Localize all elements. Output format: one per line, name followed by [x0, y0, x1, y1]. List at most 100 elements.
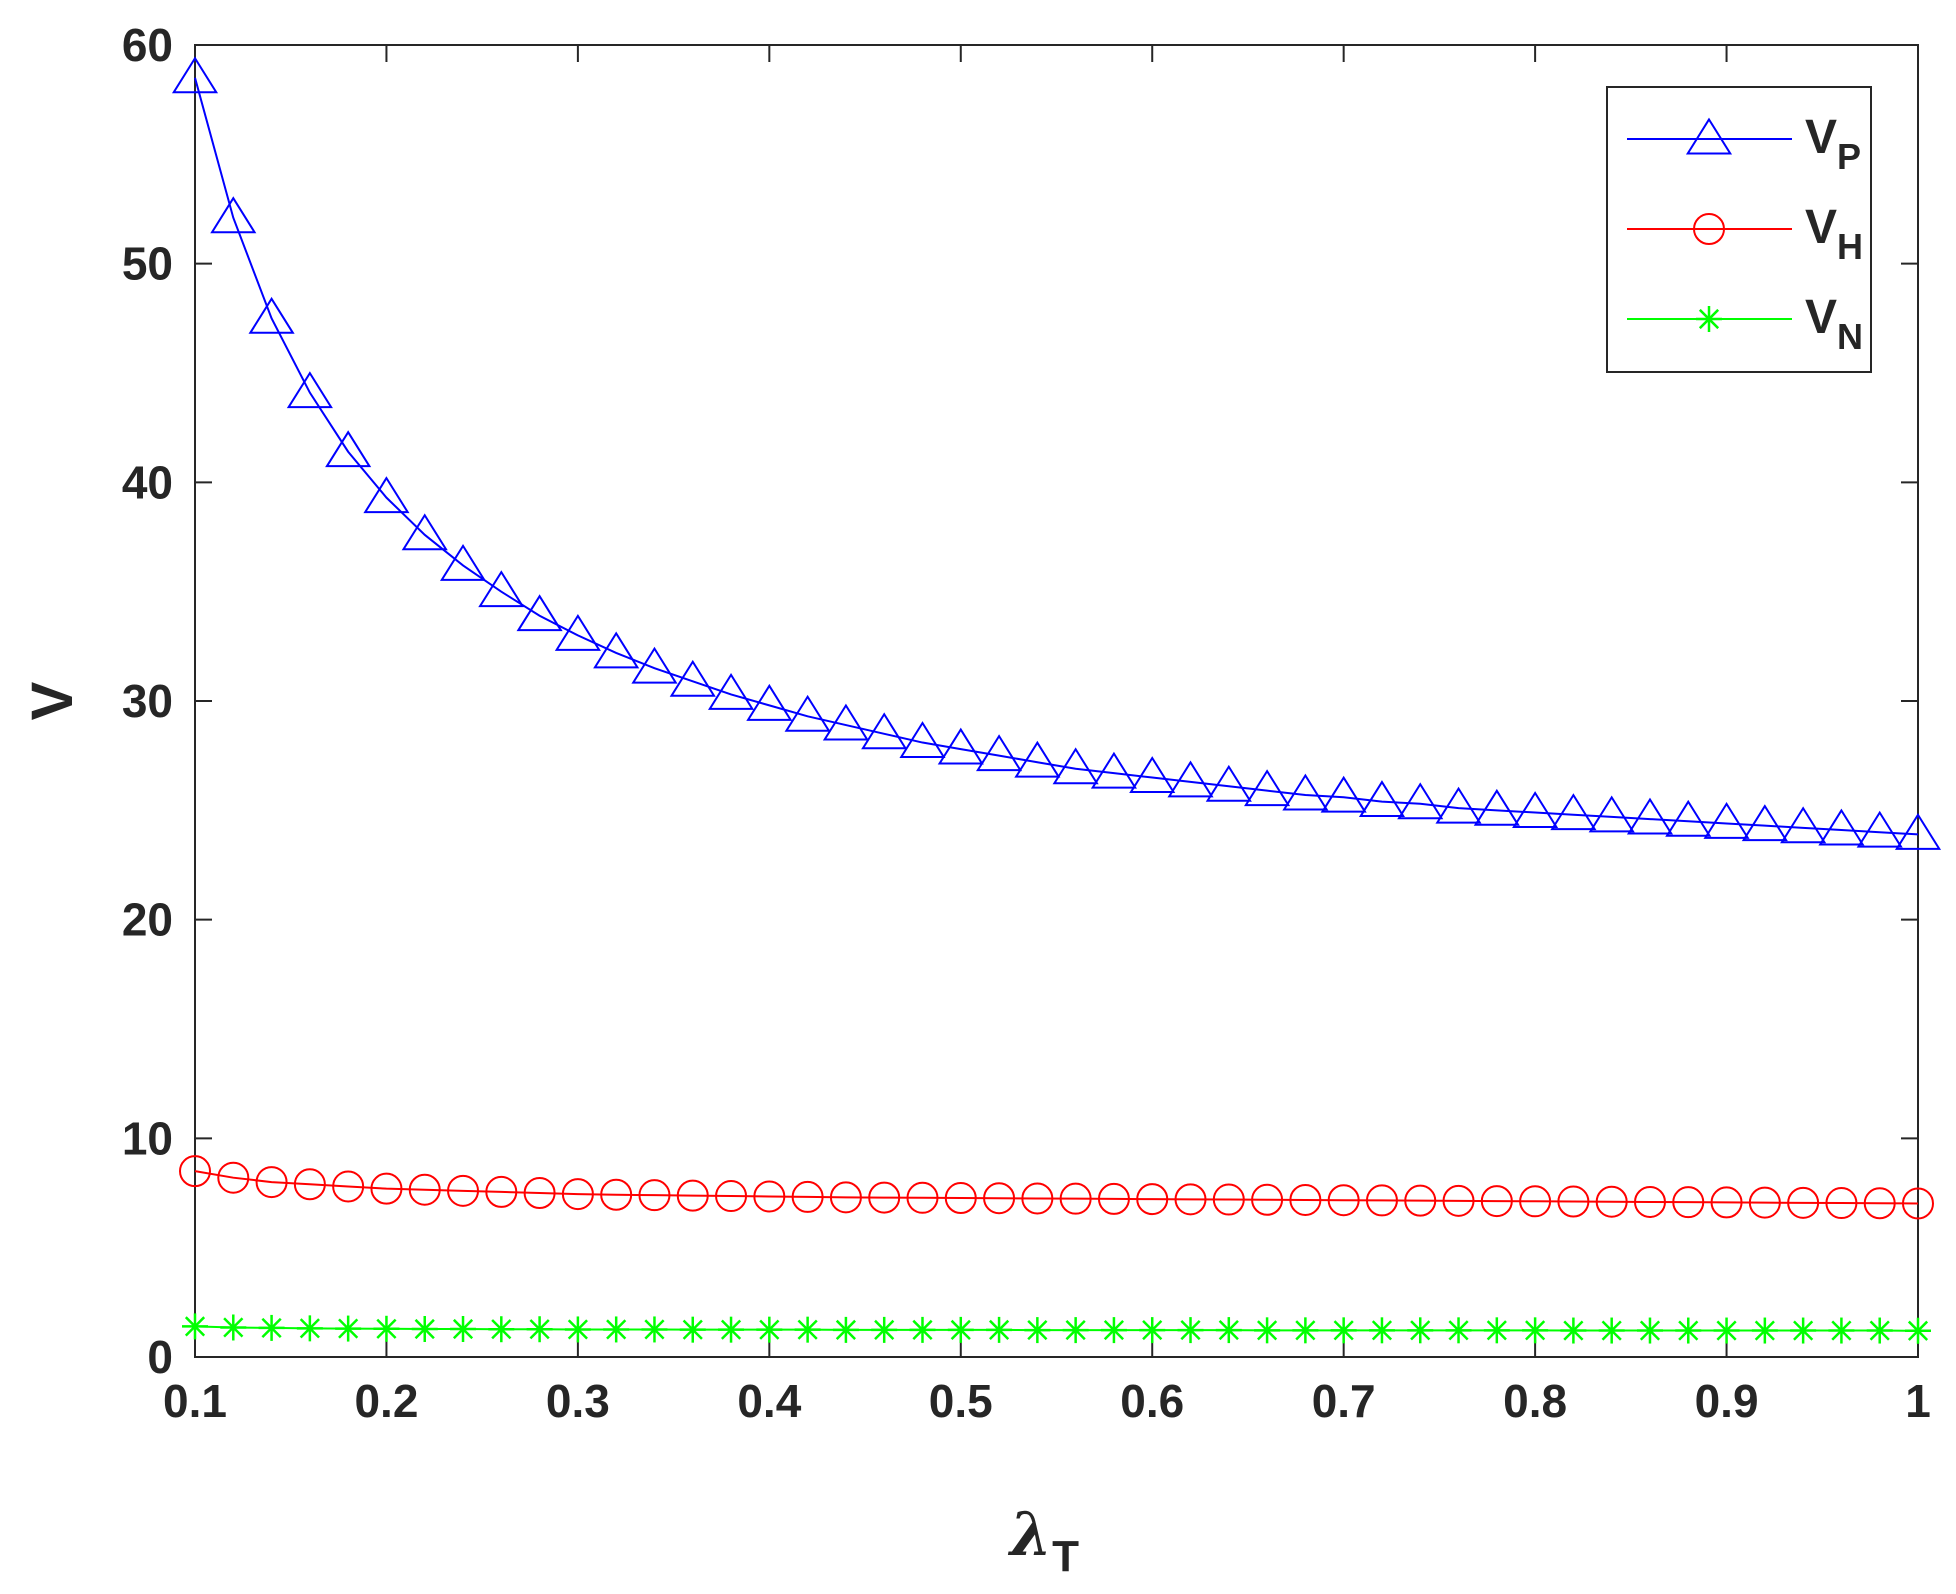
data-point: [1090, 751, 1137, 789]
asterisk-stroke: [452, 1318, 474, 1340]
data-point: [411, 1316, 438, 1343]
data-point: [447, 1174, 480, 1207]
data-point: [1177, 1317, 1204, 1344]
data-point: [1368, 1317, 1395, 1344]
data-point: [1557, 1185, 1590, 1218]
asterisk-stroke: [1142, 1320, 1163, 1341]
asterisk-stroke: [950, 1319, 971, 1340]
data-point: [1894, 812, 1942, 850]
y-tick-label: 20: [122, 894, 173, 946]
asterisk-stroke: [1410, 1320, 1431, 1341]
asterisk-stroke: [1027, 1320, 1048, 1341]
data-point: [1358, 780, 1406, 818]
data-point: [868, 1181, 901, 1214]
data-point: [1636, 1317, 1663, 1344]
data-point: [638, 1179, 671, 1212]
data-point: [217, 1161, 250, 1194]
data-point: [1595, 1185, 1628, 1218]
data-point: [1856, 810, 1903, 848]
data-point: [485, 1175, 518, 1208]
data-point: [983, 1182, 1016, 1215]
data-point: [1397, 782, 1444, 820]
legend-label-sub: P: [1837, 136, 1861, 177]
data-point: [363, 476, 410, 514]
data-point: [335, 1315, 362, 1342]
data-point: [641, 1316, 668, 1343]
asterisk-stroke: [1448, 1320, 1469, 1341]
series-n: [182, 1313, 1931, 1344]
asterisk-stroke: [1869, 1320, 1890, 1341]
data-point: [439, 543, 487, 581]
data-point: [1560, 1317, 1587, 1344]
x-tick-label: 0.9: [1695, 1375, 1759, 1427]
asterisk-stroke: [797, 1319, 818, 1340]
series-line: [194, 77, 1919, 836]
legend-label: VP: [1805, 111, 1861, 177]
x-tick-label: 0.5: [929, 1375, 993, 1427]
data-point: [1780, 806, 1827, 844]
data-point: [1633, 1185, 1666, 1218]
data-point: [631, 646, 678, 684]
asterisk-stroke: [1257, 1320, 1278, 1341]
data-point: [1665, 799, 1712, 837]
data-point: [1129, 756, 1176, 793]
asterisk-stroke: [1601, 1320, 1622, 1341]
data-point: [1445, 1317, 1472, 1344]
data-point: [1215, 1317, 1242, 1344]
data-point: [255, 1166, 288, 1199]
data-point: [707, 673, 755, 710]
x-tick-label: 0.6: [1120, 1375, 1184, 1427]
data-point: [718, 1316, 745, 1343]
data-point: [899, 721, 946, 758]
data-point: [1828, 1317, 1855, 1344]
data-point: [1021, 1182, 1054, 1215]
data-point: [1713, 1317, 1740, 1344]
legend-label: VN: [1805, 291, 1863, 357]
series-line: [194, 1325, 1919, 1332]
data-point: [1693, 213, 1725, 245]
legend-label: VH: [1805, 201, 1863, 267]
asterisk-stroke: [338, 1318, 359, 1339]
data-point: [1748, 1186, 1781, 1219]
asterisk-stroke: [835, 1319, 856, 1340]
data-point: [1282, 773, 1329, 811]
asterisk-stroke: [644, 1319, 665, 1340]
data-point: [1672, 1186, 1705, 1219]
legend-label-sub: N: [1837, 316, 1863, 357]
data-point: [258, 1314, 285, 1341]
y-axis-label: V: [20, 681, 85, 720]
x-tick-label: 1: [1905, 1375, 1931, 1427]
asterisk-stroke: [1486, 1320, 1507, 1341]
data-point: [1866, 1317, 1893, 1344]
asterisk-stroke: [874, 1319, 895, 1340]
data-point: [523, 1177, 556, 1209]
data-point: [564, 1316, 591, 1343]
asterisk-stroke: [223, 1317, 244, 1338]
y-tick-label: 10: [122, 1112, 173, 1164]
data-point: [554, 613, 601, 651]
x-tick-label: 0.3: [546, 1375, 610, 1427]
data-point: [756, 1316, 783, 1343]
data-point: [947, 1316, 974, 1343]
data-point: [401, 513, 448, 551]
data-point: [296, 1315, 323, 1342]
data-point: [1588, 795, 1635, 833]
data-point: [1024, 1317, 1051, 1344]
data-point: [1289, 1183, 1322, 1216]
series-layer: [171, 56, 1942, 1344]
x-tick-label: 0.8: [1503, 1375, 1567, 1427]
data-point: [600, 1178, 633, 1211]
data-point: [1519, 1185, 1552, 1218]
y-tick-label: 60: [122, 19, 173, 71]
data-point: [1905, 1317, 1931, 1344]
y-tick-label: 30: [122, 675, 173, 727]
x-axis-label: λT: [1007, 1500, 1079, 1581]
legend-label-main: V: [1805, 111, 1837, 164]
data-point: [1696, 306, 1722, 332]
data-point: [408, 1173, 441, 1206]
asterisk-stroke: [1180, 1320, 1201, 1341]
data-point: [1751, 1317, 1778, 1344]
series-p: [171, 56, 1942, 850]
data-point: [1059, 1182, 1092, 1215]
